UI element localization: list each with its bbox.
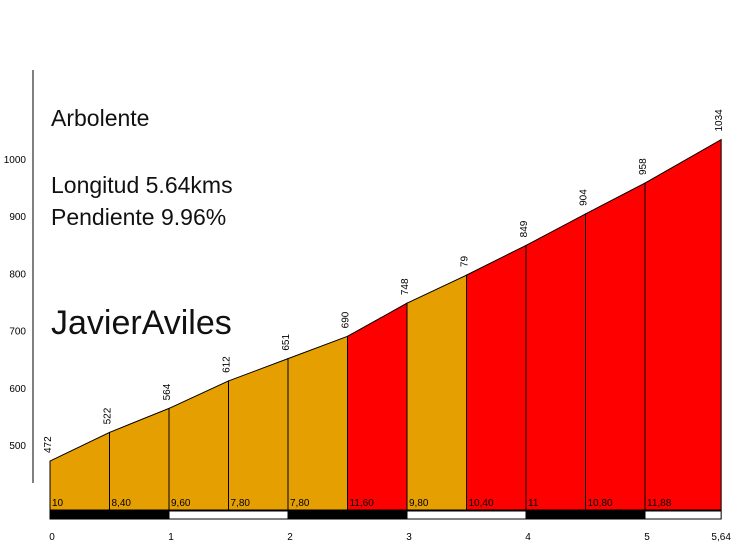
elevation-label: 79 [460,256,471,268]
profile-segment [644,138,722,511]
climb-name: Arbolente [51,105,150,131]
x-tick-label: 3 [406,532,412,543]
elevation-label: 748 [400,278,411,295]
gradient-label: 11,88 [647,498,672,509]
gradient-label: 9,80 [409,498,429,509]
gradient-label: 10,80 [588,498,613,509]
x-tick-label: 0 [49,532,55,543]
profile-segment [466,244,527,511]
chart-axes: 500 600 700 800 900 1000 0 1 2 3 4 5 5,64 [4,70,731,543]
elevation-label: 849 [519,220,530,237]
elevation-label: 522 [103,407,114,424]
km-scale-block [406,510,527,520]
gradient-label: 10,40 [469,498,494,509]
km-scale-block [168,510,289,520]
profile-segment [109,407,170,511]
x-tick-label: 5 [644,532,650,543]
profile-segment [585,182,646,511]
profile-segment [287,335,348,511]
gradient-label: 9,60 [171,498,191,509]
x-tick-label: 2 [287,532,293,543]
climb-author: JavierAviles [51,304,232,342]
gradient-label: 11 [528,498,539,509]
climb-length: Longitud 5.64kms [51,172,233,198]
elevation-label: 472 [43,436,54,453]
gradient-label: 7,80 [290,498,310,509]
x-tick-label: 5,64 [711,532,731,543]
profile-segment [406,274,467,511]
y-tick-label: 1000 [4,155,27,166]
km-scale-block [49,510,170,520]
elevation-label: 564 [162,383,173,400]
y-tick-label: 900 [9,212,26,223]
profile-segment [347,302,408,511]
km-scale-block [644,510,722,520]
gradient-label: 11,60 [350,498,375,509]
profile-segments [49,138,722,511]
elevation-label: 651 [281,334,292,351]
gradient-label: 8,40 [112,498,132,509]
y-tick-label: 600 [9,384,26,395]
elevation-label: 904 [579,189,590,206]
chart-labels: 472 522 564 612 651 690 748 79 849 904 958 1034 10 8,… [43,109,725,509]
gradient-label: 10 [52,498,64,509]
elevation-label: 958 [638,158,649,175]
climb-slope: Pendiente 9.96% [51,204,227,230]
x-tick-label: 4 [525,532,531,543]
y-tick-label: 700 [9,327,26,338]
profile-segment [168,380,229,511]
elevation-label: 612 [222,356,233,373]
profile-segment [228,357,289,511]
x-tick-label: 1 [168,532,174,543]
gradient-label: 7,80 [231,498,251,509]
elevation-label: 1034 [714,109,725,132]
km-scale-block [525,510,646,520]
profile-segment [525,213,586,511]
y-tick-label: 800 [9,269,26,280]
elevation-label: 690 [341,311,352,328]
km-scale-block [287,510,408,520]
y-tick-label: 500 [9,441,26,452]
